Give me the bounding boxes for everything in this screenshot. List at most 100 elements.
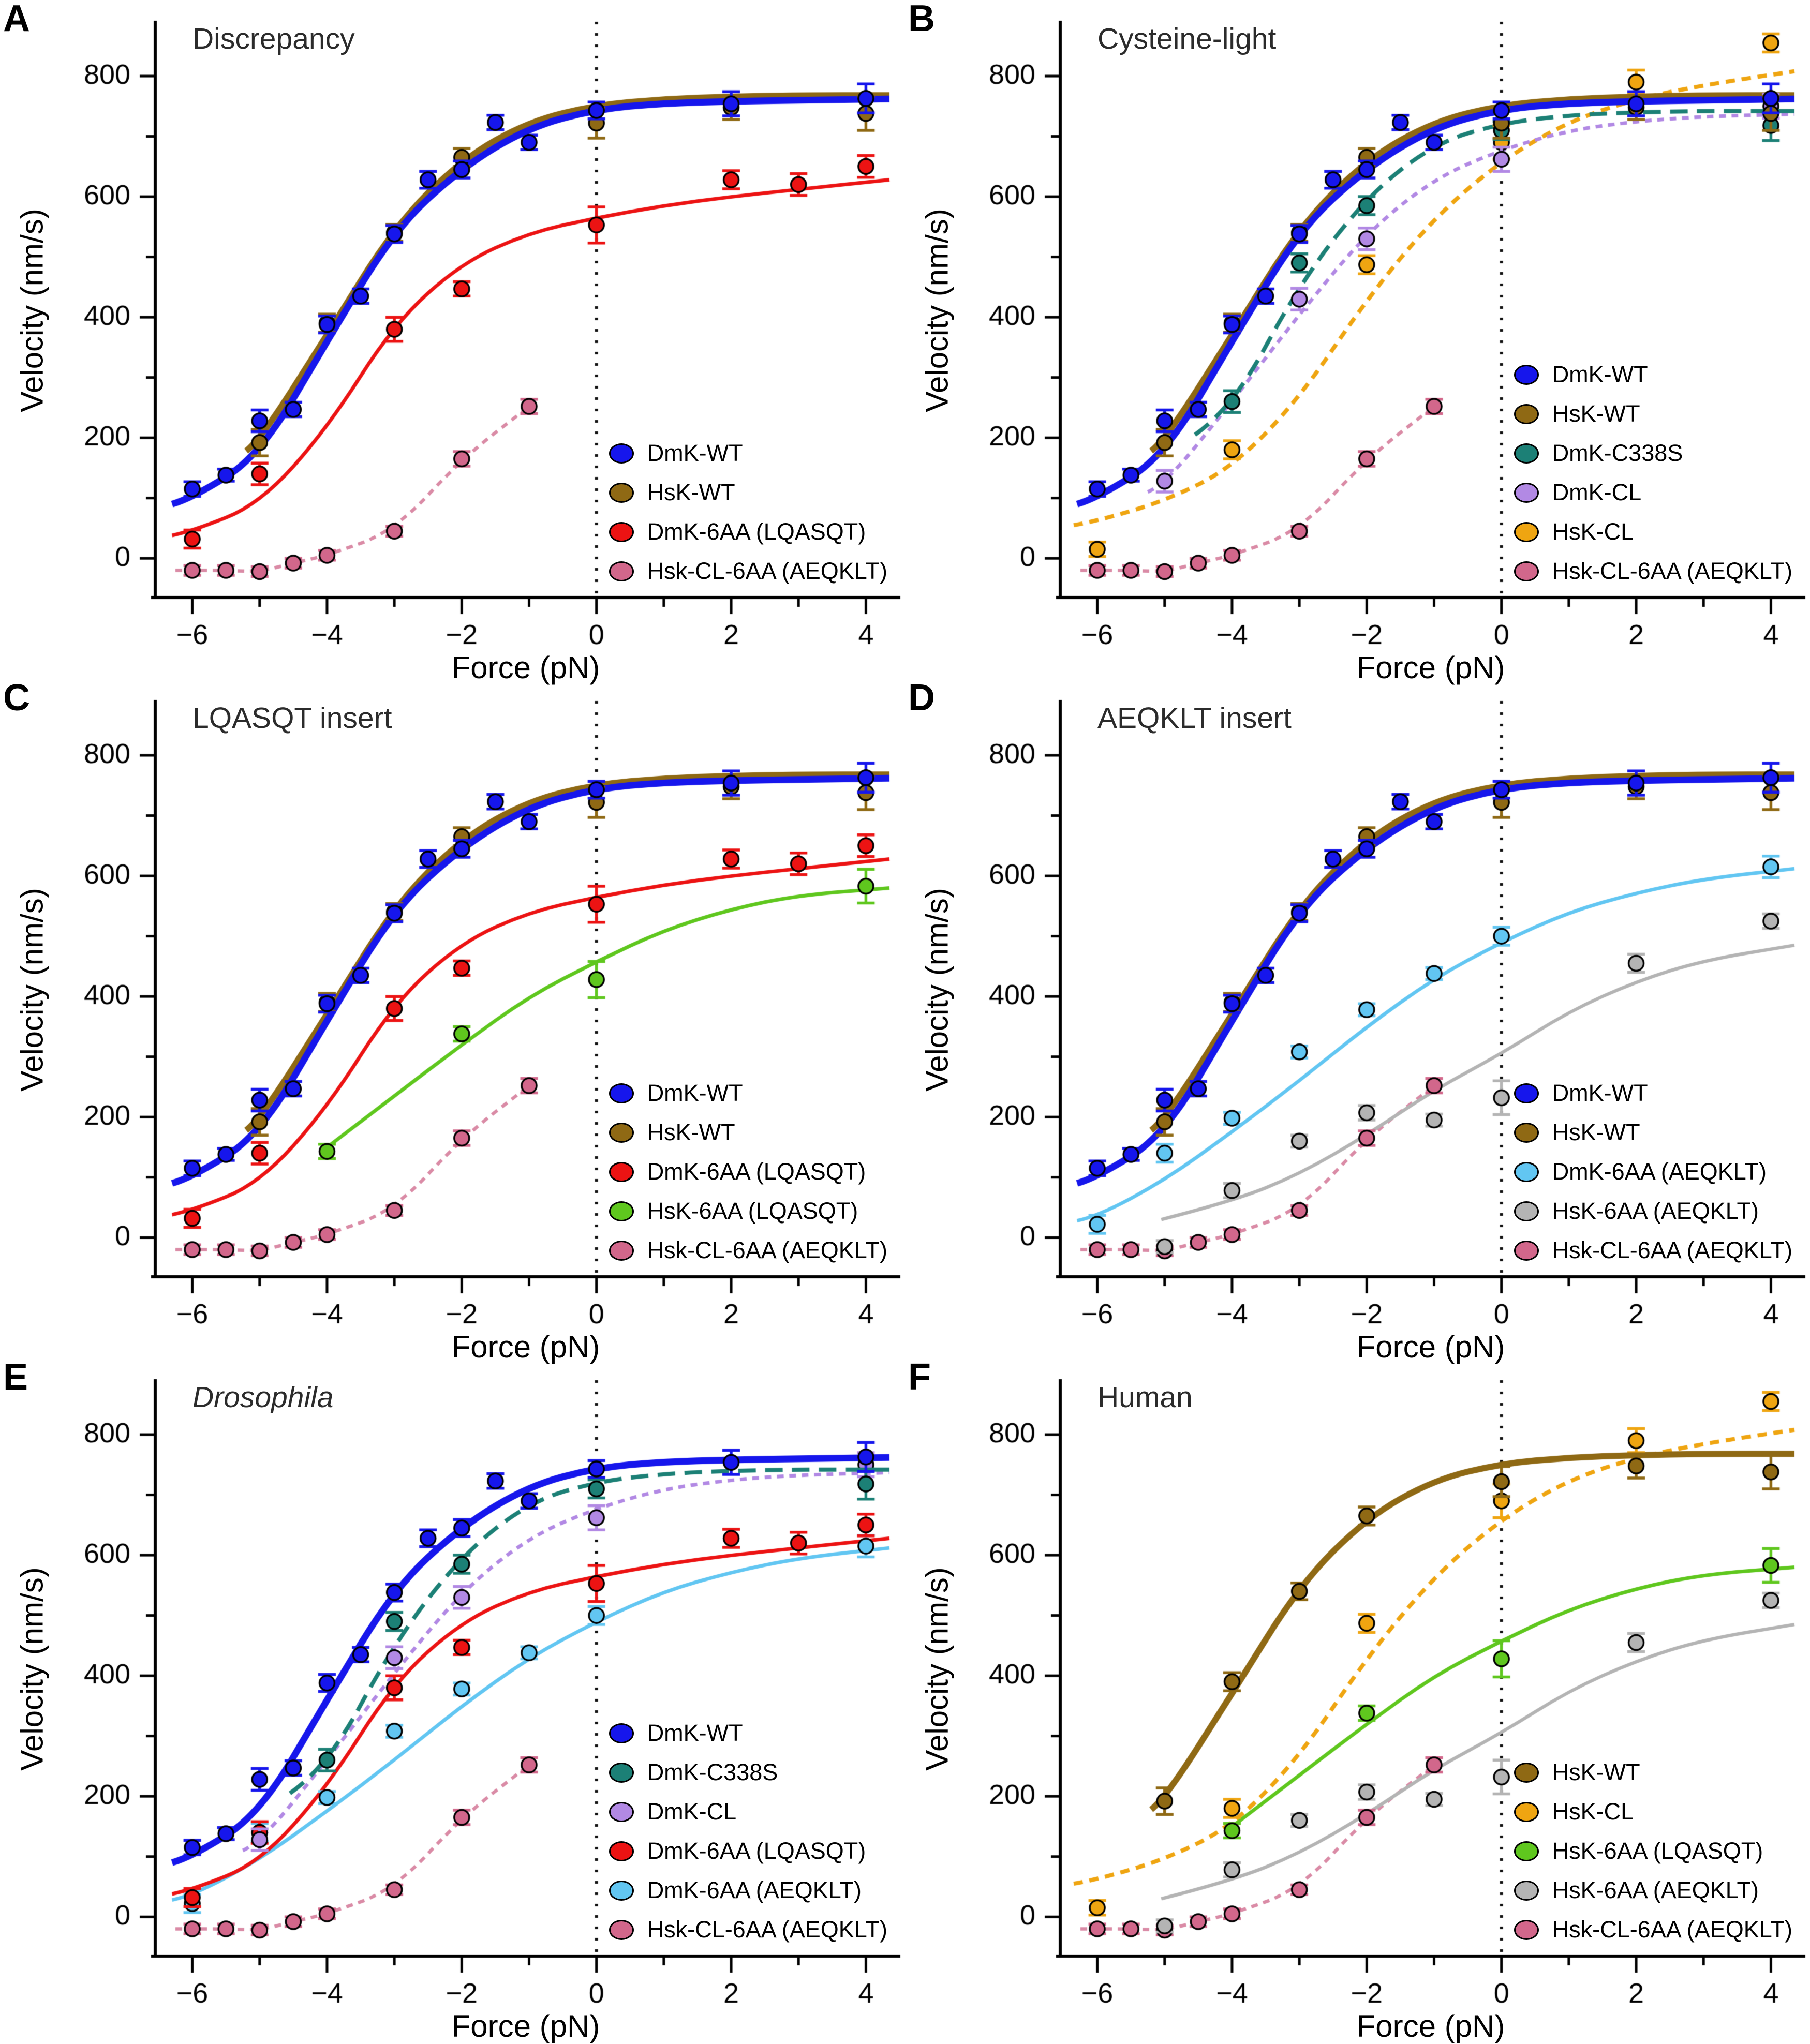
legend-item: DmK-WT [609,434,887,473]
y-axis-label: Velocity (nm/s) [14,1567,50,1771]
legend-marker-icon [1514,561,1539,581]
legend-label: DmK-C338S [1552,440,1683,466]
legend-item: HsK-CL [1514,1792,1792,1831]
panel-letter: E [3,1356,28,1398]
legend-label: DmK-6AA (LQASQT) [647,518,866,545]
legend-marker-icon [609,1880,634,1901]
legend-marker-icon [609,1240,634,1261]
panel-E: E Drosophila Velocity (nm/s) Force (pN) … [0,1356,905,2043]
legend-item: DmK-CL [1514,473,1792,512]
legend-marker-icon [1514,482,1539,503]
legend-item: HsK-WT [1514,1113,1792,1152]
legend-marker-icon [609,1083,634,1103]
legend-marker-icon [609,482,634,503]
legend-item: DmK-6AA (AEQKLT) [1514,1152,1792,1191]
legend-marker-icon [1514,1801,1539,1822]
legend-label: Hsk-CL-6AA (AEQKLT) [647,1237,887,1263]
legend-label: Hsk-CL-6AA (AEQKLT) [1552,558,1792,584]
legend-label: DmK-6AA (LQASQT) [647,1838,866,1864]
legend-label: HsK-WT [1552,400,1640,427]
legend-item: HsK-CL [1514,512,1792,551]
x-axis-label: Force (pN) [1356,1330,1505,1364]
legend-label: Hsk-CL-6AA (AEQKLT) [1552,1237,1792,1263]
legend-label: DmK-WT [647,1080,743,1106]
panel-title: LQASQT insert [192,702,392,735]
legend-item: HsK-6AA (LQASQT) [609,1191,887,1231]
legend-item: DmK-WT [1514,1073,1792,1113]
legend-label: HsK-WT [1552,1759,1640,1785]
panel-title: AEQKLT insert [1097,702,1292,735]
legend: HsK-WT HsK-CL HsK-6AA (LQASQT) HsK-6AA (AEQ… [1514,1753,1792,1949]
legend: DmK-WT HsK-WT DmK-6AA (LQASQT) Hsk-CL-6AA (… [609,434,887,591]
legend-item: Hsk-CL-6AA (AEQKLT) [1514,551,1792,591]
panel-E-plot-canvas [0,1359,905,2038]
legend-label: DmK-6AA (LQASQT) [647,1158,866,1185]
legend-item: DmK-6AA (LQASQT) [609,1831,887,1871]
legend-marker-icon [1514,443,1539,464]
x-axis-label: Force (pN) [451,1330,600,1364]
legend-marker-icon [1514,1919,1539,1940]
legend-label: HsK-6AA (LQASQT) [1552,1838,1763,1864]
y-axis-label: Velocity (nm/s) [919,1567,955,1771]
legend-marker-icon [609,1762,634,1783]
legend-label: HsK-WT [1552,1119,1640,1145]
x-axis-label: Force (pN) [1356,650,1505,685]
legend-marker-icon [609,1801,634,1822]
y-axis-label: Velocity (nm/s) [919,888,955,1092]
legend-marker-icon [609,1161,634,1182]
legend-item: Hsk-CL-6AA (AEQKLT) [609,551,887,591]
panel-C: C LQASQT insert Velocity (nm/s) Force (p… [0,677,905,1364]
legend-label: Hsk-CL-6AA (AEQKLT) [647,1916,887,1943]
legend-marker-icon [609,1919,634,1940]
legend-label: DmK-6AA (AEQKLT) [647,1877,862,1903]
legend-item: HsK-6AA (LQASQT) [1514,1831,1792,1871]
y-axis-label: Velocity (nm/s) [14,888,50,1092]
panel-D: D AEQKLT insert Velocity (nm/s) Force (p… [905,677,1810,1364]
x-axis-label: Force (pN) [1356,2009,1505,2043]
legend-marker-icon [1514,1201,1539,1221]
legend-label: HsK-6AA (AEQKLT) [1552,1877,1759,1903]
legend-marker-icon [1514,521,1539,542]
legend-marker-icon [1514,1240,1539,1261]
legend-item: HsK-6AA (AEQKLT) [1514,1191,1792,1231]
legend-marker-icon [609,521,634,542]
x-axis-label: Force (pN) [451,2009,600,2043]
panel-title: Drosophila [192,1381,334,1414]
legend-label: DmK-CL [647,1798,737,1825]
panel-letter: A [3,0,30,39]
legend: DmK-WT DmK-C338S DmK-CL DmK-6AA (LQASQT) DmK… [609,1713,887,1949]
legend-item: DmK-WT [609,1073,887,1113]
y-axis-label: Velocity (nm/s) [14,208,50,412]
panel-letter: B [908,0,935,39]
panel-F: F Human Velocity (nm/s) Force (pN) HsK-W… [905,1356,1810,2043]
legend-marker-icon [609,1122,634,1143]
legend-label: HsK-6AA (AEQKLT) [1552,1198,1759,1224]
panel-C-plot-canvas [0,679,905,1359]
legend-label: DmK-C338S [647,1759,778,1785]
legend-label: DmK-6AA (AEQKLT) [1552,1158,1767,1185]
panel-title: Human [1097,1381,1193,1414]
legend-item: HsK-WT [609,1113,887,1152]
legend-label: DmK-WT [1552,1080,1648,1106]
legend-item: DmK-6AA (LQASQT) [609,1152,887,1191]
panel-letter: D [908,677,935,719]
legend-item: DmK-CL [609,1792,887,1831]
legend-marker-icon [1514,1161,1539,1182]
legend-item: DmK-C338S [609,1753,887,1792]
legend: DmK-WT HsK-WT DmK-C338S DmK-CL HsK-CL Hsk-CL-… [1514,355,1792,591]
legend-item: DmK-WT [609,1713,887,1753]
panel-A-plot-canvas [0,0,905,679]
panel-letter: F [908,1356,931,1398]
x-axis-label: Force (pN) [451,650,600,685]
legend-label: HsK-WT [647,479,735,505]
legend-item: Hsk-CL-6AA (AEQKLT) [1514,1231,1792,1270]
legend-item: HsK-WT [1514,394,1792,434]
legend-marker-icon [1514,1122,1539,1143]
panel-letter: C [3,677,30,719]
legend-item: HsK-WT [609,473,887,512]
panel-B-plot-canvas [905,0,1810,679]
legend-label: HsK-CL [1552,518,1634,545]
panel-F-plot-canvas [905,1359,1810,2038]
legend-label: Hsk-CL-6AA (AEQKLT) [647,558,887,584]
